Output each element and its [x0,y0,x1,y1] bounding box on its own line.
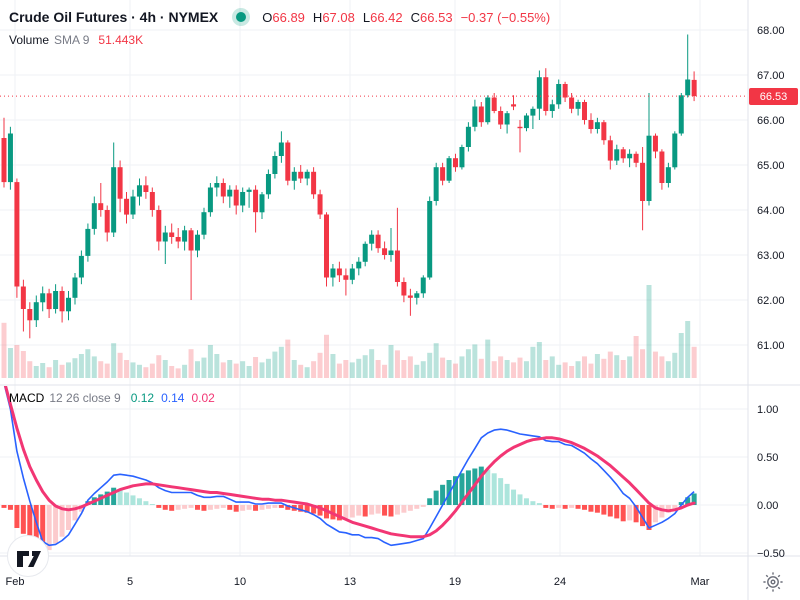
macd-line [3,386,695,547]
high-value: 67.08 [322,9,355,25]
low-label: L [362,9,371,25]
close-value: 66.53 [420,9,453,25]
open-value: 66.89 [272,9,305,25]
gear-shape [763,572,783,592]
macd-line-value: 0.14 [161,391,185,405]
svg-text:19: 19 [449,576,461,588]
svg-text:64.00: 64.00 [757,205,785,217]
close-label: C [410,9,421,25]
macd-indicator-legend[interactable]: MACD 12 26 close 9 0.12 0.14 0.02 [9,391,215,405]
svg-text:Mar: Mar [691,576,710,588]
macd-signal-line [3,386,696,539]
macd-histogram [1,466,697,555]
macd-hist-value: 0.12 [130,391,155,405]
svg-text:67.00: 67.00 [757,70,785,82]
svg-text:13: 13 [344,576,356,588]
svg-text:63.00: 63.00 [757,250,785,262]
ohlc-low: L66.42 [363,10,403,25]
svg-text:68.00: 68.00 [757,25,785,37]
market-status-icon[interactable] [232,8,251,26]
svg-text:10: 10 [234,576,246,588]
svg-text:0.50: 0.50 [757,452,778,464]
svg-text:0.00: 0.00 [757,500,778,512]
macd-params: 12 26 close 9 [49,391,121,405]
volume-bars [1,285,697,378]
tradingview-logo[interactable] [6,534,50,578]
svg-text:24: 24 [554,576,566,588]
ohlc-open: O66.89 [262,10,305,25]
open-label: O [262,9,273,25]
volume-params: SMA 9 [54,33,90,47]
svg-text:1.00: 1.00 [757,404,778,416]
svg-text:−0.50: −0.50 [757,548,785,560]
high-label: H [312,9,323,25]
svg-text:62.00: 62.00 [757,295,785,307]
volume-value: 51.443K [98,33,144,47]
change-value: −0.37 (−0.55%) [460,9,551,25]
ohlc-readout: O66.89 H67.08 L66.42 C66.53 −0.37 (−0.55… [262,10,550,25]
symbol-header: Crude Oil Futures · 4h · NYMEX O66.89 H6… [9,8,550,26]
svg-text:66.00: 66.00 [757,115,785,127]
svg-text:61.00: 61.00 [757,340,785,352]
ohlc-high: H67.08 [313,10,355,25]
logo-glyph-bar [17,551,29,567]
macd-signal-value: 0.02 [191,391,215,405]
price-axis[interactable]: 68.00 67.00 66.00 65.00 64.00 63.00 62.00 61.00… [6,25,785,588]
last-price-badge: 66.53 [749,88,798,105]
market-status-dot [236,12,247,22]
svg-text:65.00: 65.00 [757,160,785,172]
ohlc-close: C66.53 [411,10,453,25]
volume-label: Volume [9,33,50,47]
logo-glyph-seven [28,551,41,567]
svg-text:5: 5 [127,576,133,588]
volume-indicator-legend[interactable]: Volume SMA 9 51.443K [9,33,143,47]
candles [1,34,697,339]
symbol-title: Crude Oil Futures · 4h · NYMEX [9,9,219,25]
low-value: 66.42 [370,9,403,25]
settings-gear-icon[interactable] [761,570,785,594]
svg-text:Feb: Feb [6,576,25,588]
macd-label: MACD [9,391,45,405]
